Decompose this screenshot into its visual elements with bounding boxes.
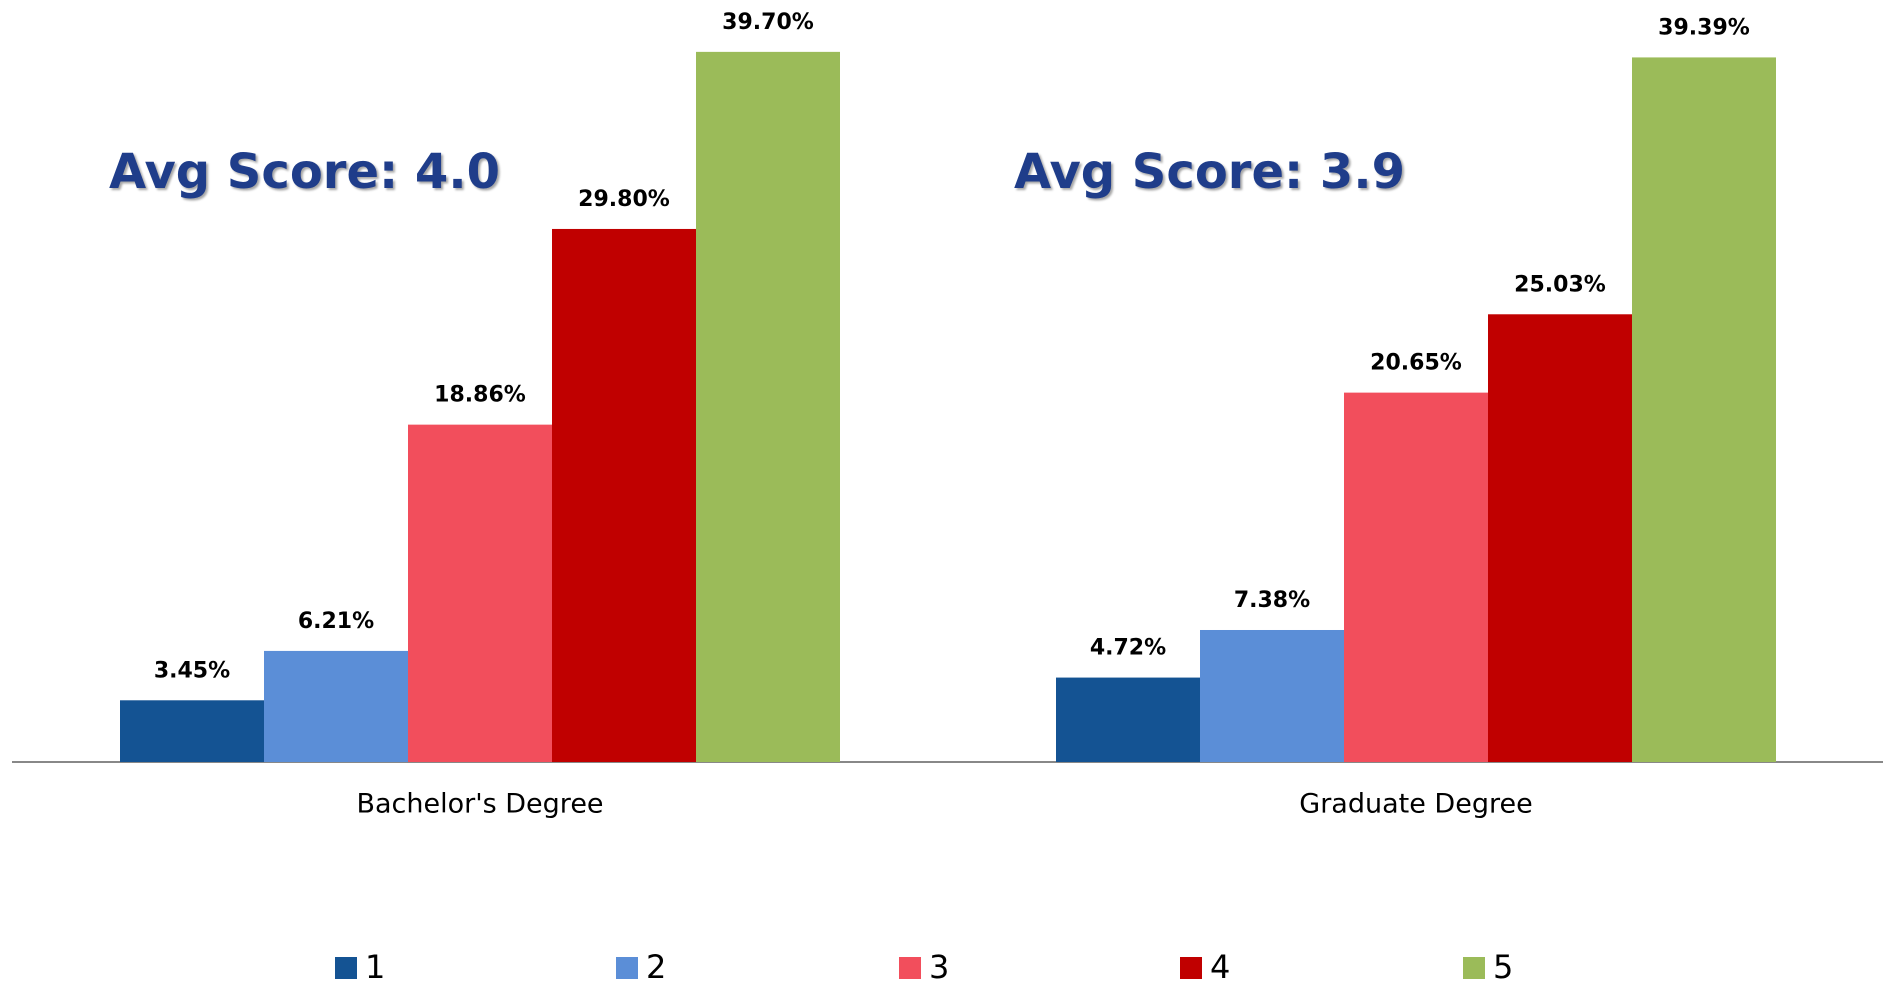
data-label: 6.21% [298, 609, 374, 634]
data-label: 3.45% [154, 658, 230, 683]
legend-swatch [899, 957, 921, 979]
bar [1488, 314, 1632, 762]
category-label: Bachelor's Degree [356, 789, 603, 820]
category-label: Graduate Degree [1299, 789, 1532, 820]
data-label: 25.03% [1514, 272, 1606, 297]
bar [1056, 677, 1200, 762]
bar [264, 650, 408, 762]
bar [1200, 629, 1344, 762]
annotation: Avg Score: 4.0 [109, 144, 500, 200]
bar [696, 51, 840, 763]
legend-swatch [335, 957, 357, 979]
legend-label: 3 [929, 948, 949, 984]
data-label: 7.38% [1234, 588, 1310, 613]
legend-label: 2 [646, 948, 666, 984]
bar [1632, 57, 1776, 762]
bar [120, 700, 264, 762]
data-label: 18.86% [434, 383, 526, 408]
bar [552, 228, 696, 762]
legend-label: 1 [365, 948, 385, 984]
data-label: 39.39% [1658, 15, 1750, 40]
data-label: 20.65% [1370, 351, 1462, 376]
legend-label: 5 [1493, 948, 1513, 984]
data-label: 4.72% [1090, 636, 1166, 661]
data-label: 39.70% [722, 10, 814, 35]
legend-label: 4 [1210, 948, 1230, 984]
bar [1344, 392, 1488, 762]
data-label: 29.80% [578, 187, 670, 212]
legend-swatch [1463, 957, 1485, 979]
legend-swatch [616, 957, 638, 979]
legend-swatch [1180, 957, 1202, 979]
annotation: Avg Score: 3.9 [1014, 144, 1405, 200]
bar [408, 424, 552, 762]
